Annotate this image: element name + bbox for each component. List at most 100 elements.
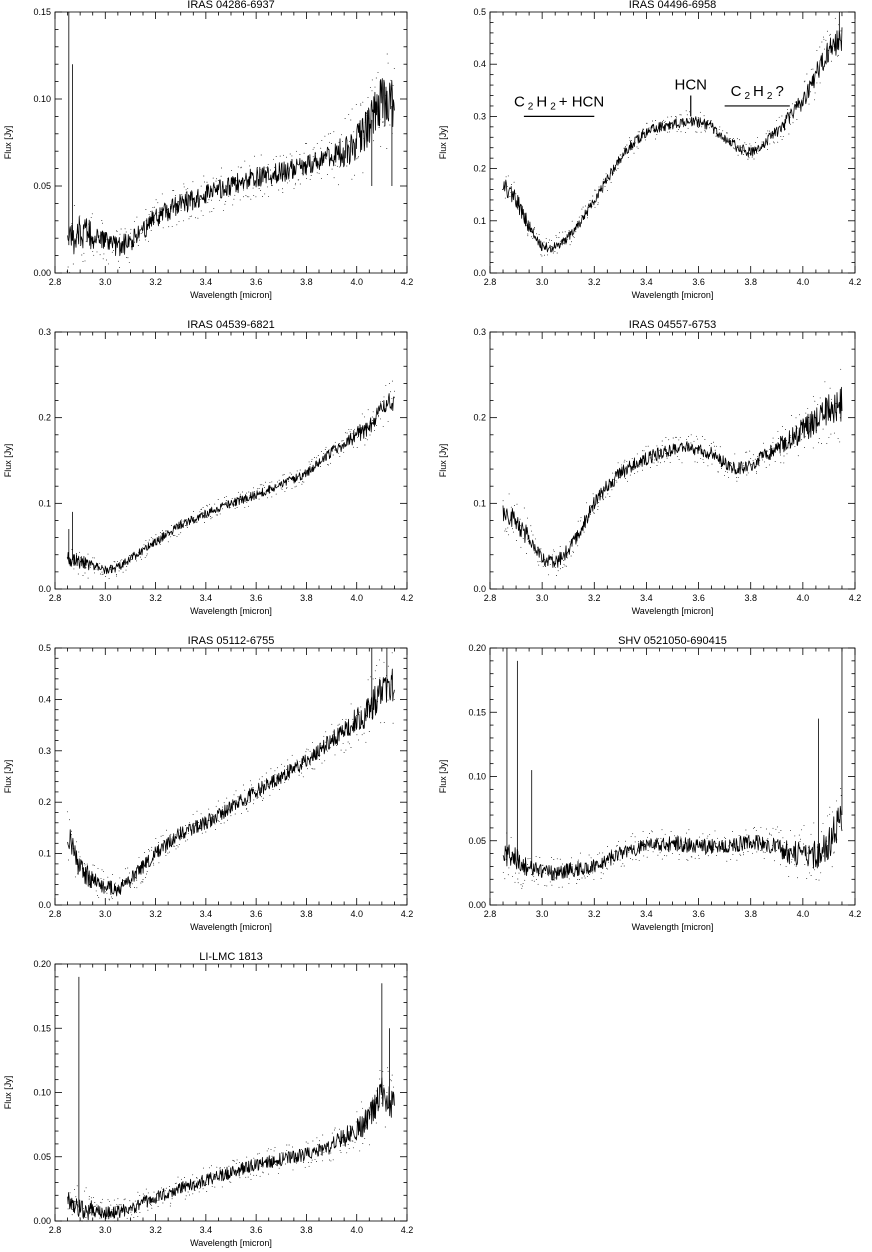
- data-point: [783, 462, 785, 464]
- data-point: [144, 852, 146, 853]
- data-point: [184, 525, 186, 526]
- data-point: [292, 1169, 294, 1171]
- data-point: [71, 1209, 73, 1211]
- data-point: [323, 735, 325, 737]
- data-point: [303, 1162, 305, 1164]
- data-point: [139, 1195, 141, 1196]
- data-point: [831, 398, 832, 400]
- data-point: [150, 230, 152, 232]
- data-point: [168, 534, 170, 536]
- data-point: [593, 878, 595, 880]
- data-point: [141, 558, 142, 560]
- data-point: [230, 815, 232, 817]
- data-point: [563, 563, 565, 565]
- y-tick-label: 0.1: [473, 216, 486, 226]
- data-point: [393, 699, 395, 701]
- data-point: [836, 800, 838, 802]
- data-point: [391, 1074, 393, 1076]
- data-point: [676, 130, 678, 132]
- data-point: [562, 231, 564, 233]
- data-point: [284, 490, 286, 492]
- data-point: [661, 445, 663, 446]
- data-point: [646, 122, 648, 124]
- data-point: [760, 850, 762, 852]
- data-point: [810, 91, 812, 93]
- data-point: [391, 397, 393, 399]
- data-point: [312, 156, 314, 158]
- data-point: [513, 505, 515, 507]
- data-point: [212, 1173, 214, 1175]
- data-point: [542, 864, 544, 866]
- data-point: [101, 571, 103, 573]
- data-point: [124, 868, 126, 870]
- x-axis-label: Wavelength [micron]: [190, 606, 272, 616]
- data-point: [207, 1173, 209, 1175]
- data-point: [208, 199, 210, 201]
- data-point: [142, 1193, 144, 1195]
- data-point: [504, 878, 506, 880]
- data-point: [317, 455, 319, 456]
- x-tick-label: 3.6: [250, 1225, 263, 1235]
- data-point: [616, 845, 618, 846]
- data-point: [615, 479, 617, 481]
- data-point: [661, 829, 663, 831]
- data-point: [631, 148, 633, 150]
- data-point: [748, 157, 750, 159]
- data-point: [374, 86, 376, 88]
- data-point: [252, 187, 254, 189]
- data-point: [291, 473, 292, 475]
- data-point: [234, 813, 236, 815]
- data-point: [303, 152, 305, 154]
- data-point: [602, 191, 604, 193]
- y-tick-label: 0.5: [38, 643, 51, 653]
- data-point: [674, 835, 676, 837]
- data-point: [554, 567, 556, 569]
- data-point: [807, 852, 809, 854]
- data-point: [369, 1144, 370, 1146]
- plot-frame: [489, 331, 856, 590]
- data-point: [830, 433, 832, 435]
- data-point: [109, 1200, 110, 1202]
- data-point: [129, 872, 130, 874]
- data-point: [663, 121, 665, 123]
- data-point: [88, 1196, 90, 1198]
- data-point: [311, 1159, 313, 1161]
- data-point: [260, 1166, 262, 1167]
- data-point: [758, 835, 760, 837]
- data-point: [797, 455, 799, 457]
- data-point: [101, 869, 103, 871]
- data-point: [821, 41, 823, 43]
- data-point: [504, 197, 506, 199]
- data-point: [714, 127, 716, 129]
- data-point: [739, 853, 741, 855]
- x-tick-label: 4.2: [401, 1225, 414, 1235]
- data-point: [549, 563, 551, 565]
- x-tick-label: 3.8: [300, 277, 313, 287]
- data-point: [505, 528, 507, 530]
- y-tick-label: 0.0: [38, 900, 51, 910]
- data-point: [108, 899, 110, 901]
- data-point: [279, 155, 281, 157]
- data-point: [161, 193, 163, 195]
- data-point: [698, 854, 700, 856]
- data-point: [360, 440, 362, 441]
- data-point: [702, 833, 704, 835]
- x-tick-label: 4.0: [797, 277, 810, 287]
- y-axis-label: Flux [Jy]: [438, 126, 448, 160]
- data-point: [368, 1107, 370, 1109]
- data-point: [302, 776, 304, 778]
- data-point: [274, 770, 276, 772]
- data-point: [730, 462, 732, 464]
- data-point: [119, 267, 121, 268]
- data-point: [540, 254, 542, 256]
- data-point: [272, 184, 274, 186]
- data-point: [720, 137, 722, 139]
- data-point: [772, 437, 774, 439]
- data-point: [94, 1205, 96, 1207]
- data-point: [796, 119, 798, 120]
- data-point: [246, 196, 248, 198]
- data-point: [776, 119, 778, 121]
- data-point: [772, 441, 774, 443]
- data-point: [533, 880, 535, 882]
